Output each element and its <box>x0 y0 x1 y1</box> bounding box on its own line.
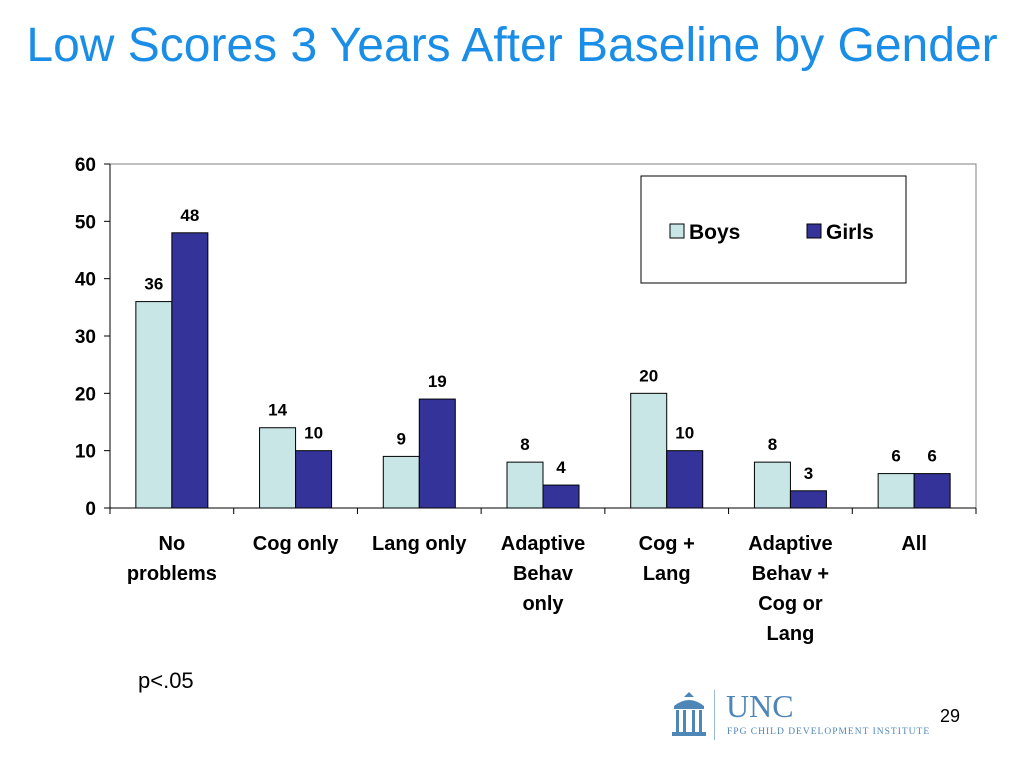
bar-boys <box>877 473 915 509</box>
y-tick-label: 0 <box>85 499 96 520</box>
data-label: 20 <box>639 366 658 385</box>
legend-swatch-boys <box>669 223 685 239</box>
unc-logo: UNC FPG CHILD DEVELOPMENT INSTITUTE <box>670 688 940 744</box>
logo-divider <box>714 690 715 740</box>
category-label: Lang <box>643 563 691 585</box>
legend-box <box>640 175 907 284</box>
significance-note: p<.05 <box>138 668 194 693</box>
bar-girls <box>913 473 951 509</box>
data-label: 6 <box>891 447 900 466</box>
y-tick-label: 50 <box>75 212 96 233</box>
bar-boys <box>135 301 173 509</box>
bar-boys <box>382 455 420 509</box>
data-label: 6 <box>927 447 936 466</box>
category-label: No <box>159 533 186 555</box>
data-label: 48 <box>180 206 199 225</box>
bar-boys <box>259 427 297 509</box>
category-label: Cog or <box>758 593 823 615</box>
category-label: Behav + <box>752 563 829 585</box>
logo-name: UNC <box>726 688 794 724</box>
data-label: 4 <box>556 458 566 477</box>
category-label: All <box>901 533 927 555</box>
old-well-icon <box>672 692 706 736</box>
data-label: 36 <box>144 275 163 294</box>
bar-boys <box>630 392 668 509</box>
data-label: 8 <box>768 435 777 454</box>
data-label: 10 <box>675 424 694 443</box>
logo-subtitle: FPG CHILD DEVELOPMENT INSTITUTE <box>727 727 931 737</box>
bar-girls <box>171 232 209 509</box>
data-label: 19 <box>428 372 447 391</box>
category-label: Lang only <box>372 533 467 555</box>
y-tick-label: 40 <box>75 270 96 291</box>
category-label: Cog + <box>639 533 695 555</box>
data-label: 9 <box>397 429 406 448</box>
bar-girls <box>789 490 827 509</box>
category-label: problems <box>127 563 217 585</box>
category-label: Adaptive <box>748 533 832 555</box>
data-label: 10 <box>304 424 323 443</box>
bar-boys <box>753 461 791 509</box>
y-tick-label: 60 <box>75 155 96 176</box>
category-label: Behav <box>513 563 574 585</box>
slide-title: Low Scores 3 Years After Baseline by Gen… <box>26 19 998 72</box>
y-tick-label: 10 <box>75 442 96 463</box>
bar-boys <box>506 461 544 509</box>
bar-girls <box>666 450 704 509</box>
bar-girls <box>418 398 456 509</box>
category-label: only <box>522 593 564 615</box>
data-label: 14 <box>268 401 287 420</box>
y-tick-label: 20 <box>75 384 96 405</box>
y-tick-label: 30 <box>75 327 96 348</box>
legend-swatch-girls <box>806 223 822 239</box>
bar-girls <box>542 484 580 509</box>
page-number: 29 <box>940 706 961 726</box>
data-label: 8 <box>520 435 529 454</box>
data-label: 3 <box>804 464 813 483</box>
category-label: Adaptive <box>501 533 585 555</box>
category-label: Lang <box>767 623 815 645</box>
bar-girls <box>295 450 333 509</box>
legend-label-boys: Boys <box>689 221 740 244</box>
category-label: Cog only <box>253 533 339 555</box>
legend-label-girls: Girls <box>826 221 874 244</box>
